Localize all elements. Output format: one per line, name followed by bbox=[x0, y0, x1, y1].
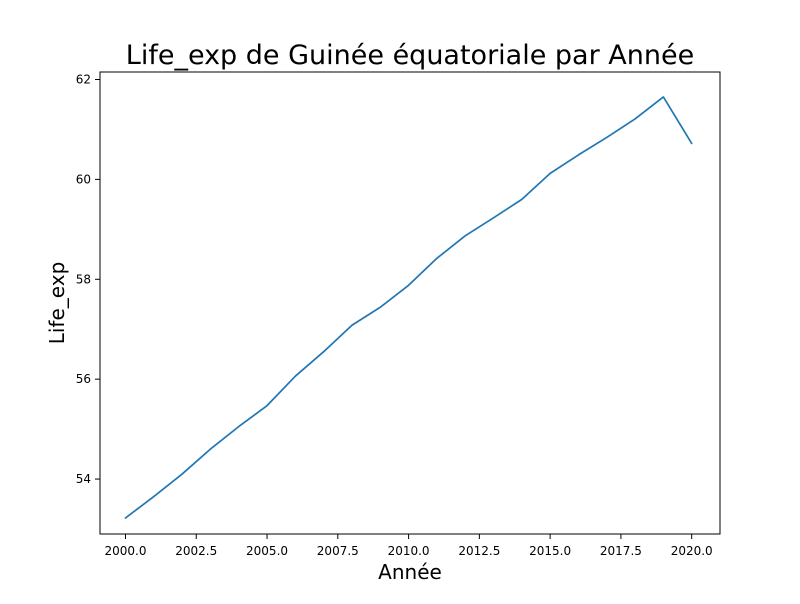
y-axis: 54 56 58 60 62 bbox=[76, 72, 100, 486]
x-tick-label: 2002.5 bbox=[175, 544, 217, 558]
y-tick-label: 54 bbox=[76, 472, 91, 486]
series-line bbox=[124, 96, 693, 519]
y-tick-label: 58 bbox=[76, 272, 91, 286]
series-layer bbox=[124, 96, 693, 519]
plot-area bbox=[99, 71, 721, 535]
x-axis: 2000.0 2002.5 2005.0 2007.5 2010.0 2012.5 2015… bbox=[104, 534, 713, 558]
x-tick-label: 2005.0 bbox=[246, 544, 288, 558]
x-tick-label: 2010.0 bbox=[388, 544, 430, 558]
y-tick-label: 62 bbox=[76, 72, 91, 86]
chart-title: Life_exp de Guinée équatoriale par Année bbox=[126, 40, 694, 71]
x-tick-label: 2015.0 bbox=[529, 544, 571, 558]
x-tick-label: 2007.5 bbox=[317, 544, 359, 558]
plot-frame bbox=[99, 71, 721, 535]
y-tick-label: 56 bbox=[76, 372, 91, 386]
x-tick-label: 2000.0 bbox=[104, 544, 146, 558]
x-tick-label: 2017.5 bbox=[600, 544, 642, 558]
x-tick-label: 2020.0 bbox=[671, 544, 713, 558]
y-tick-label: 60 bbox=[76, 172, 91, 186]
y-axis-label: Life_exp bbox=[45, 262, 69, 345]
x-axis-label: Année bbox=[378, 560, 442, 584]
x-tick-label: 2012.5 bbox=[458, 544, 500, 558]
